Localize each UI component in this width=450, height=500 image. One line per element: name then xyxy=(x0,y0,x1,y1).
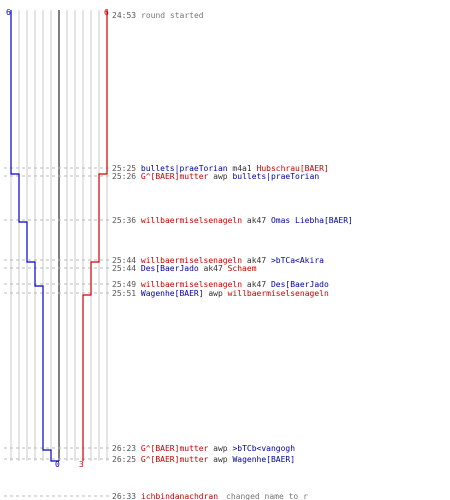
event-victim: willbaermiselsenageln xyxy=(228,289,329,298)
round-start-time: 24:53 xyxy=(112,11,136,20)
event-time: 25:36 xyxy=(112,216,141,225)
event-time: 25:25 xyxy=(112,164,141,173)
event-time: 26:25 xyxy=(112,455,141,464)
event-weapon: ak47 xyxy=(242,256,271,265)
event-killer: willbaermiselsenageln xyxy=(141,216,242,225)
event-killer: willbaermiselsenageln xyxy=(141,256,242,265)
event-victim: >bTCb<vangogh xyxy=(232,444,295,453)
alive-count-lines xyxy=(10,10,108,462)
event-time: 25:51 xyxy=(112,289,141,298)
event-time: 25:44 xyxy=(112,256,141,265)
event-row: 26:23 G^[BAER]mutter awp >bTCb<vangogh xyxy=(112,444,295,453)
event-killer: bullets|praeTorian xyxy=(141,164,228,173)
event-guide-lines xyxy=(4,167,110,460)
footer-text: changed name to r xyxy=(226,492,308,500)
event-killer: Wagenhe[BAER] xyxy=(141,289,204,298)
event-row: 25:25 bullets|praeTorian m4a1 Hubschrau[… xyxy=(112,164,329,173)
blue-final-count: 0 xyxy=(55,460,60,469)
event-killer: G^[BAER]mutter xyxy=(141,444,209,453)
event-weapon: ak47 xyxy=(242,280,271,289)
red-start-count: 6 xyxy=(104,8,109,17)
event-weapon: m4a1 xyxy=(228,164,257,173)
event-row: 25:44 Des[BaerJado ak47 Schaem xyxy=(112,264,257,273)
event-row: 25:51 Wagenhe[BAER] awp willbaermiselsen… xyxy=(112,289,329,298)
event-victim: bullets|praeTorian xyxy=(232,172,319,181)
red-team-alive-line xyxy=(82,10,108,461)
event-victim: Schaem xyxy=(228,264,257,273)
footer-player-name: ichbindanachdran xyxy=(141,492,218,500)
event-victim: >bTCa<Akira xyxy=(271,256,324,265)
kill-log: 25:25 bullets|praeTorian m4a1 Hubschrau[… xyxy=(112,164,353,464)
event-killer: G^[BAER]mutter xyxy=(141,172,209,181)
red-final-count: 3 xyxy=(79,460,84,469)
event-weapon: awp xyxy=(204,289,228,298)
event-killer: Des[BaerJado xyxy=(141,264,199,273)
event-row: 25:49 willbaermiselsenageln ak47 Des[Bae… xyxy=(112,280,329,289)
event-time: 25:26 xyxy=(112,172,141,181)
player-grid xyxy=(10,10,108,461)
event-weapon: awp xyxy=(208,455,232,464)
event-weapon: awp xyxy=(208,172,232,181)
event-row: 25:44 willbaermiselsenageln ak47 >bTCa<A… xyxy=(112,256,324,265)
event-time: 25:44 xyxy=(112,264,141,273)
event-weapon: ak47 xyxy=(242,216,271,225)
event-weapon: awp xyxy=(208,444,232,453)
event-weapon: ak47 xyxy=(199,264,228,273)
event-victim: Omas Liebha[BAER] xyxy=(271,216,353,225)
blue-team-alive-line xyxy=(10,10,59,462)
event-victim: Des[BaerJado xyxy=(271,280,329,289)
event-row: 25:26 G^[BAER]mutter awp bullets|praeTor… xyxy=(112,172,319,181)
event-time: 25:49 xyxy=(112,280,141,289)
event-row: 26:25 G^[BAER]mutter awp Wagenhe[BAER] xyxy=(112,455,295,464)
blue-start-count: 6 xyxy=(6,8,11,17)
event-victim: Wagenhe[BAER] xyxy=(232,455,295,464)
event-victim: Hubschrau[BAER] xyxy=(257,164,329,173)
round-start-text: round started xyxy=(141,11,204,20)
event-killer: willbaermiselsenageln xyxy=(141,280,242,289)
footer-time: 26:33 xyxy=(112,492,136,500)
event-row: 25:36 willbaermiselsenageln ak47 Omas Li… xyxy=(112,216,353,225)
event-killer: G^[BAER]mutter xyxy=(141,455,209,464)
event-time: 26:23 xyxy=(112,444,141,453)
